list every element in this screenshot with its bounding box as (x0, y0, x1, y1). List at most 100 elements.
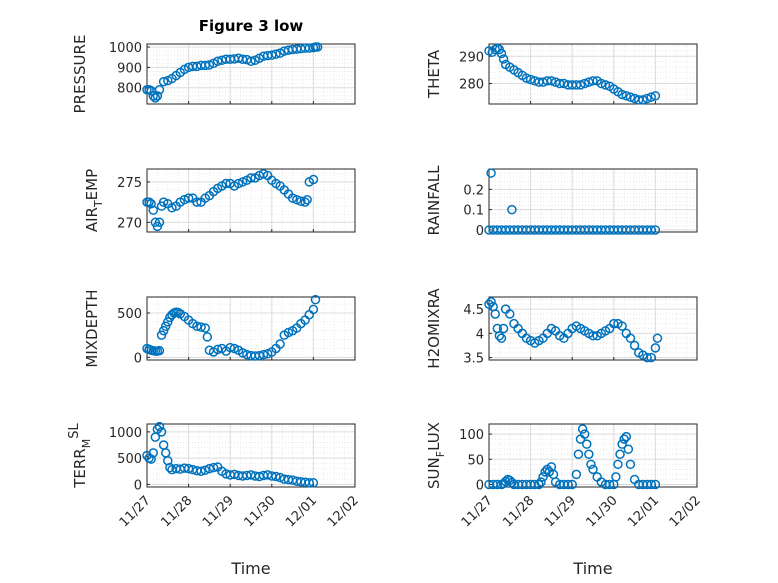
data-point (611, 472, 621, 482)
data-point (208, 462, 219, 473)
data-point (625, 333, 636, 343)
data-point (196, 466, 206, 476)
y-tick-label: 290 (459, 50, 484, 65)
data-point (600, 80, 611, 90)
data-point (642, 93, 652, 104)
data-point (596, 78, 607, 89)
x-tick-label: 12/02 (667, 493, 704, 530)
data-point (160, 321, 171, 332)
data-point (302, 194, 312, 205)
data-point (271, 49, 281, 59)
data-point (158, 325, 169, 336)
y-axis-label: MIXDEPTH (83, 289, 101, 367)
y-tick-label: 0 (134, 351, 142, 366)
data-point (498, 323, 509, 334)
x-tick-label: 11/30 (242, 493, 279, 530)
data-point (582, 439, 592, 449)
data-point (536, 477, 546, 487)
data-point (258, 349, 269, 360)
data-point (494, 331, 505, 341)
data-point (534, 479, 544, 490)
data-point (308, 174, 319, 185)
data-point (275, 339, 285, 349)
data-point (584, 449, 594, 459)
data-point (615, 449, 625, 459)
x-tick-label: 12/01 (625, 493, 662, 530)
data-point (212, 56, 223, 67)
data-point (196, 322, 206, 332)
data-point (183, 463, 194, 474)
data-point (575, 80, 586, 90)
data-point (540, 467, 550, 477)
x-tick-label: 11/27 (459, 493, 496, 530)
data-point (200, 465, 210, 475)
data-point (200, 323, 210, 333)
data-point (237, 177, 248, 187)
data-point (617, 439, 627, 449)
data-point (609, 318, 619, 329)
data-point (650, 225, 661, 235)
x-tick-label: 12/02 (325, 493, 362, 530)
data-point (292, 194, 302, 205)
data-point (604, 479, 615, 490)
panel-mixdepth: 0 500 MIXDEPTH (83, 289, 356, 368)
y-tick-label: 4.5 (463, 303, 484, 318)
data-point (233, 178, 244, 189)
axes-background (488, 296, 698, 361)
data-point (165, 462, 175, 473)
data-point (588, 76, 598, 86)
data-point (152, 91, 163, 101)
data-point (156, 427, 167, 437)
data-point (588, 464, 598, 475)
y-axis-label: SUNFLUX (425, 422, 447, 489)
data-point (144, 197, 154, 207)
y-tick-label: 1000 (109, 41, 142, 56)
x-tick-label: 12/01 (283, 493, 320, 530)
panel-terr_msl: 0 500 1000 11/27 11/28 11/29 11/30 12/01 12/02 Ti… (67, 421, 362, 578)
data-point (154, 421, 165, 432)
data-point (650, 479, 661, 490)
data-point (154, 85, 165, 95)
figure-title: Figure 3 low (199, 17, 304, 35)
axes-frame (146, 43, 356, 105)
data-point (619, 434, 629, 444)
data-point (498, 54, 509, 64)
y-axis-label: TERRMSL (67, 422, 93, 488)
y-tick-label: 0 (134, 478, 142, 493)
y-tick-label: 50 (467, 453, 484, 468)
data-point (148, 205, 158, 215)
data-point (621, 431, 632, 442)
data-point (146, 454, 156, 464)
data-point (525, 74, 536, 85)
data-point (148, 91, 158, 101)
x-tick-label: 11/30 (584, 493, 621, 530)
data-point (308, 304, 319, 315)
data-point (183, 193, 194, 203)
data-point (617, 321, 627, 331)
data-point (154, 217, 165, 228)
data-point (538, 472, 548, 482)
data-point (646, 479, 656, 490)
y-tick-label: 280 (459, 78, 484, 93)
x-tick-label: 11/28 (158, 493, 195, 530)
data-point (650, 343, 661, 353)
data-point (287, 193, 298, 203)
data-point (646, 92, 656, 102)
panel-theta: 280 290 THETA (425, 43, 698, 105)
data-point (623, 444, 634, 454)
y-axis-label: PRESSURE (71, 35, 89, 114)
y-tick-label: 3.5 (463, 352, 484, 367)
data-point (490, 309, 500, 319)
data-point (567, 479, 577, 490)
data-point (158, 197, 169, 207)
data-point (577, 424, 588, 434)
y-tick-label: 500 (117, 452, 142, 467)
data-point (237, 54, 248, 65)
y-tick-label: 100 (459, 428, 484, 443)
axes-frame (146, 168, 356, 233)
data-point (167, 203, 177, 213)
data-point (629, 340, 640, 351)
axes-frame (488, 296, 698, 361)
data-point (507, 204, 517, 215)
